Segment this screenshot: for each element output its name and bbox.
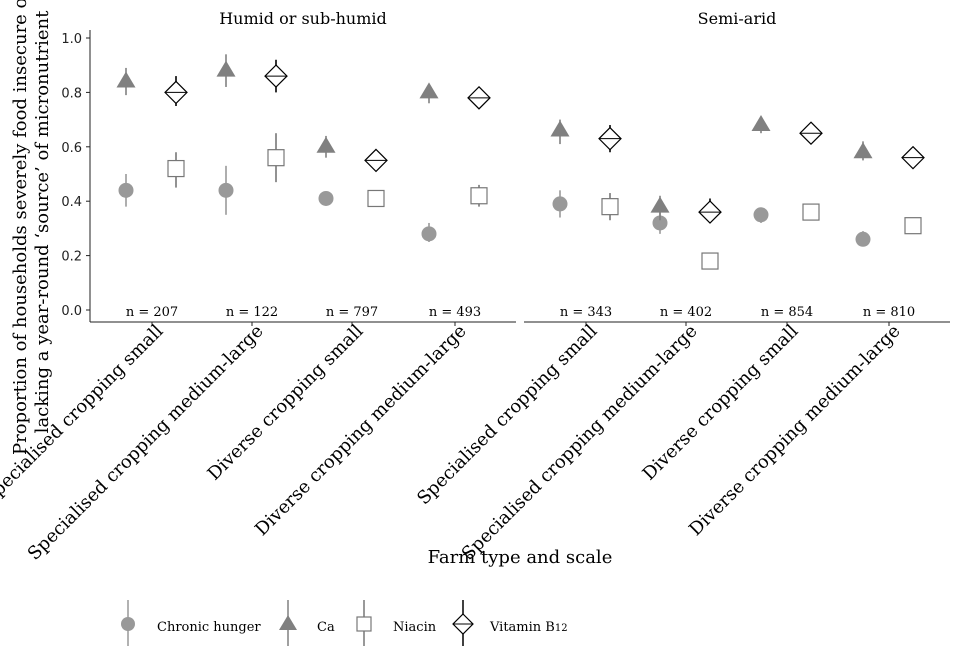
sample-size-label: n = 207 <box>126 305 178 320</box>
point-chronic-hunger <box>552 196 568 212</box>
y-axis-title: Proportion of households severely food i… <box>10 0 53 455</box>
point-vitamin-b12 <box>598 126 622 151</box>
point-vitamin-b12 <box>799 121 823 146</box>
x-tick-label: Diverse cropping medium-large <box>251 321 470 540</box>
point-ca <box>650 196 670 213</box>
y-tick-label: 0.8 <box>61 86 82 101</box>
point-chronic-hunger <box>652 215 668 231</box>
point-chronic-hunger <box>118 182 134 198</box>
legend-label: Ca <box>317 620 335 635</box>
y-axis: 0.0 0.2 0.4 0.6 0.8 1.0 <box>61 30 91 322</box>
point-ca <box>116 71 136 88</box>
point-vitamin-b12 <box>164 80 188 105</box>
point-vitamin-b12 <box>364 148 388 173</box>
point-ca <box>419 82 439 99</box>
point-ca <box>316 136 336 153</box>
point-vitamin-b12 <box>698 200 722 224</box>
point-niacin <box>470 187 488 205</box>
x-tick-label: Diverse cropping medium-large <box>685 321 904 540</box>
legend-item-vitamin-b12: Vitamin B12 <box>452 600 568 646</box>
point-niacin <box>367 189 385 208</box>
point-niacin <box>601 198 619 216</box>
legend-marker-triangle <box>279 615 297 630</box>
point-niacin <box>701 252 719 270</box>
legend: Chronic hunger Ca Niacin Vitamin B12 <box>121 600 568 646</box>
panel-title-humid: Humid or sub-humid <box>219 9 387 28</box>
panel-title-semi-arid: Semi-arid <box>698 9 777 28</box>
point-ca <box>216 60 236 77</box>
legend-item-niacin: Niacin <box>356 600 437 646</box>
y-tick-label: 0.2 <box>61 250 82 265</box>
point-niacin <box>802 203 820 221</box>
point-vitamin-b12 <box>467 85 491 110</box>
y-tick-label: 1.0 <box>61 32 82 47</box>
legend-label: Niacin <box>393 620 437 635</box>
point-niacin <box>167 159 185 178</box>
y-tick-label: 0.6 <box>61 141 82 156</box>
x-axis-title: Farm type and scale <box>428 547 613 568</box>
legend-marker-circle <box>121 617 135 631</box>
point-chronic-hunger <box>421 226 437 242</box>
point-ca <box>751 115 771 132</box>
point-ca <box>853 142 873 159</box>
sample-size-label: n = 810 <box>863 305 915 320</box>
sample-size-label: n = 402 <box>660 305 712 320</box>
y-tick-label: 0.0 <box>61 304 82 319</box>
sample-size-label: n = 122 <box>226 305 278 320</box>
sample-size-label: n = 797 <box>326 305 378 320</box>
sample-size-label: n = 854 <box>761 305 813 320</box>
point-vitamin-b12 <box>264 64 288 88</box>
y-tick-label: 0.4 <box>61 195 82 210</box>
legend-marker-square <box>356 616 372 632</box>
legend-label: Vitamin B12 <box>489 620 568 635</box>
point-niacin <box>904 217 922 235</box>
point-chronic-hunger <box>318 190 334 206</box>
sample-size-label: n = 493 <box>429 305 481 320</box>
legend-item-chronic-hunger: Chronic hunger <box>121 600 261 646</box>
y-axis-title-line1: Proportion of households severely food i… <box>10 0 31 455</box>
legend-label: Chronic hunger <box>157 620 261 635</box>
point-chronic-hunger <box>753 207 769 223</box>
y-axis-title-line2: lacking a year-round ‘source’ of micronu… <box>32 10 53 433</box>
point-chronic-hunger <box>218 182 234 198</box>
point-ca <box>550 120 570 137</box>
point-niacin <box>267 149 285 167</box>
legend-item-ca: Ca <box>279 600 335 646</box>
sample-size-label: n = 343 <box>560 305 612 320</box>
point-chronic-hunger <box>855 231 871 247</box>
point-vitamin-b12 <box>901 145 925 170</box>
